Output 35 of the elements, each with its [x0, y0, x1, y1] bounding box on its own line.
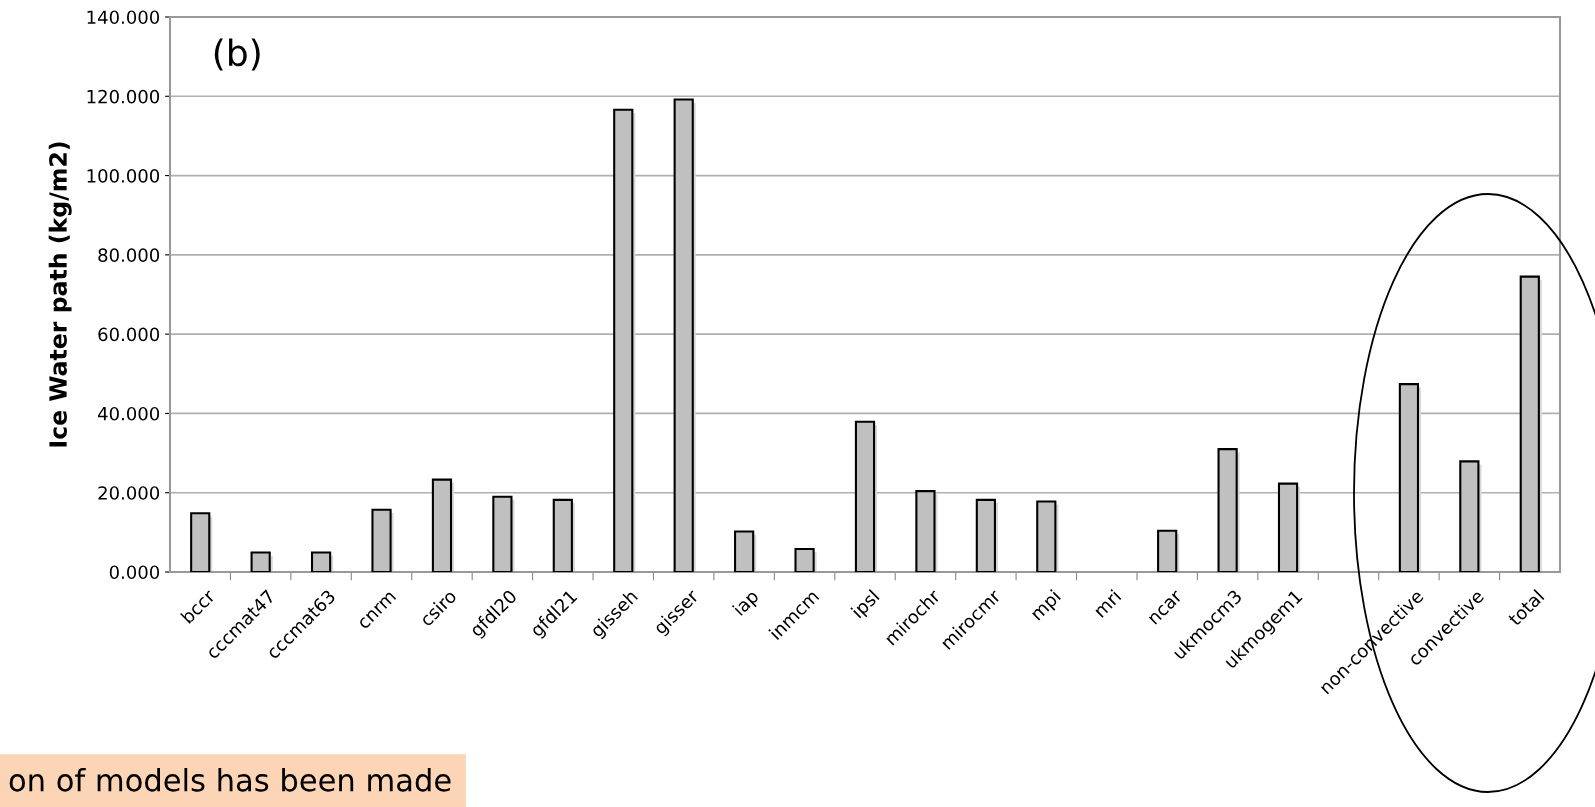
annotation: (b) — [214, 38, 260, 71]
bar — [250, 551, 271, 572]
bar — [371, 508, 392, 572]
bar — [1398, 383, 1420, 572]
bar — [1519, 275, 1540, 572]
bar — [310, 551, 332, 572]
bar — [1277, 482, 1299, 572]
bar — [1157, 529, 1178, 572]
y-axis-title: Ice Water path (kg/m2) — [48, 142, 72, 447]
y-tick-label: 80.000 — [98, 248, 160, 262]
y-tick-label: 120.000 — [87, 89, 160, 104]
bar — [1217, 448, 1238, 572]
y-tick-label: 40.000 — [97, 406, 160, 421]
y-tick-label: 140.000 — [87, 10, 160, 25]
bar — [915, 490, 936, 572]
y-tick-label: 60.000 — [98, 327, 160, 342]
bar — [854, 420, 876, 572]
bar — [613, 108, 634, 572]
bar — [673, 98, 694, 572]
bar — [492, 495, 513, 572]
y-tick-label: 0.000 — [109, 565, 160, 580]
y-tick-label: 20.000 — [98, 486, 160, 500]
bar — [190, 512, 211, 572]
x-tick-label: iap — [731, 588, 762, 619]
bar — [1459, 460, 1480, 572]
bar — [975, 498, 996, 572]
x-tick-label: ipsl — [850, 589, 883, 621]
y-tick-label: 100.000 — [87, 169, 160, 183]
x-tick-label: mri — [1092, 589, 1122, 618]
bar — [431, 478, 453, 572]
bar — [794, 547, 815, 572]
bar — [552, 498, 573, 572]
bar — [1036, 500, 1057, 572]
bar — [734, 530, 755, 572]
text: on of models has been made — [9, 768, 451, 792]
